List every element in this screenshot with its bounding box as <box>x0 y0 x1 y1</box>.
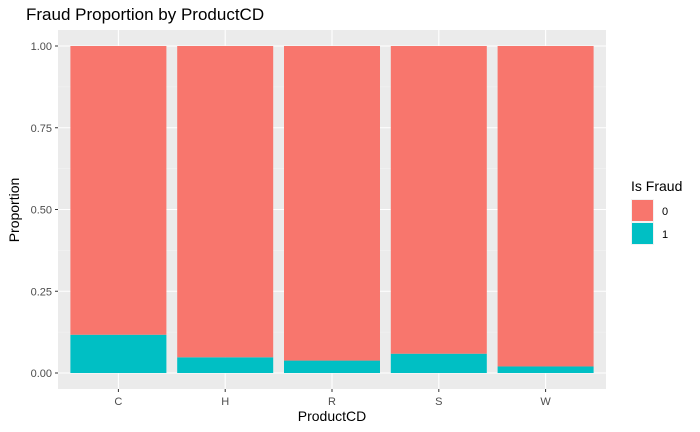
y-tick-label: 0.00 <box>31 368 52 380</box>
bar-R-series-0 <box>284 46 380 361</box>
legend-title: Is Fraud <box>631 178 682 194</box>
legend-swatch-0 <box>632 200 653 221</box>
legend-label-1: 1 <box>662 229 668 241</box>
bar-W-series-0 <box>497 46 594 367</box>
y-tick-label: 0.25 <box>31 286 52 298</box>
x-tick-label: H <box>221 396 229 408</box>
x-axis-title: ProductCD <box>298 408 366 424</box>
bars <box>70 46 594 373</box>
bar-S-series-1 <box>390 353 487 373</box>
x-tick-label: W <box>540 396 551 408</box>
bar-W-series-1 <box>497 366 594 373</box>
bar-C-series-1 <box>70 334 167 373</box>
x-tick-label: C <box>114 396 122 408</box>
bar-H-series-1 <box>177 357 274 373</box>
y-tick-label: 0.75 <box>31 123 52 135</box>
bar-C-series-0 <box>70 46 167 335</box>
y-axis-title: Proportion <box>6 178 22 243</box>
legend: Is Fraud 0 1 <box>631 178 682 245</box>
x-tick-label: R <box>328 396 336 408</box>
bar-H-series-0 <box>177 46 274 358</box>
bar-R-series-1 <box>284 360 380 373</box>
y-tick-label: 0.50 <box>31 205 52 217</box>
bar-S-series-0 <box>390 46 487 354</box>
x-tick-label: S <box>435 396 442 408</box>
legend-label-0: 0 <box>662 206 668 218</box>
y-tick-label: 1.00 <box>31 41 52 53</box>
chart-title: Fraud Proportion by ProductCD <box>26 5 264 24</box>
y-axis: 0.00 0.25 0.50 0.75 1.00 <box>31 41 58 380</box>
legend-swatch-1 <box>632 223 653 244</box>
